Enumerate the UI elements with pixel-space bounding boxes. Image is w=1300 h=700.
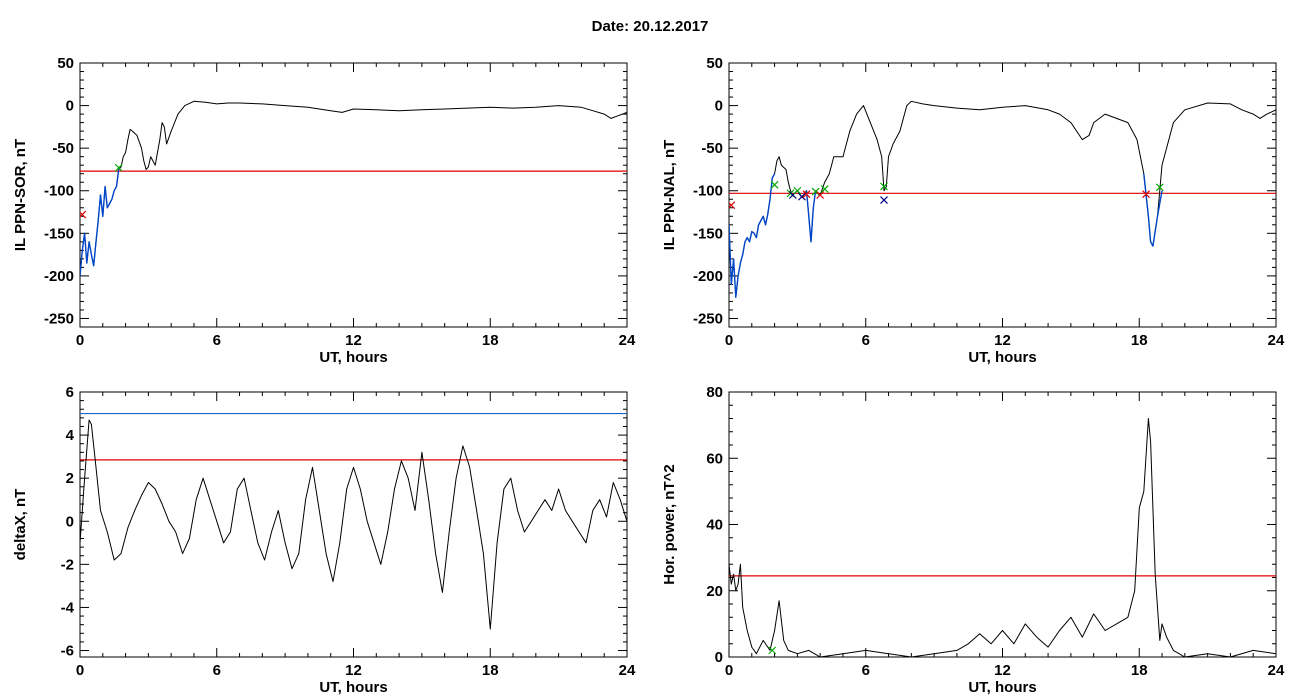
x-axis-label: UT, hours	[319, 349, 387, 366]
x-axis-label: UT, hours	[968, 349, 1036, 366]
y-tick-label: -150	[44, 225, 74, 242]
plot-area	[80, 412, 627, 630]
data-marker	[1142, 190, 1151, 199]
x-axis-label: UT, hours	[319, 679, 387, 696]
y-tick-label: 6	[66, 384, 74, 401]
data-marker	[880, 182, 888, 191]
x-tick-label: 0	[725, 332, 733, 349]
y-tick-label: 0	[715, 649, 723, 666]
y-tick-label: 2	[66, 470, 74, 487]
page-title: Date: 20.12.2017	[591, 18, 709, 35]
data-marker	[80, 210, 87, 219]
data-marker	[770, 180, 779, 189]
y-tick-label: 60	[706, 450, 723, 467]
y-tick-label: 50	[57, 55, 74, 72]
y-tick-label: -50	[701, 140, 723, 157]
y-tick-label: -200	[693, 268, 723, 285]
data-marker	[729, 201, 736, 210]
data-marker	[811, 187, 820, 196]
data-marker	[114, 163, 123, 172]
series-line	[729, 173, 776, 298]
x-tick-label: 24	[1268, 332, 1285, 349]
data-marker	[793, 186, 802, 195]
x-tick-label: 12	[994, 332, 1011, 349]
y-tick-label: 0	[715, 98, 723, 115]
x-tick-label: 6	[862, 332, 870, 349]
x-tick-label: 0	[76, 332, 84, 349]
plot-area	[729, 418, 1276, 657]
y-tick-label: -4	[61, 599, 75, 616]
x-tick-label: 12	[994, 662, 1011, 679]
y-axis-label: IL PPN-NAL, nT	[661, 140, 678, 251]
x-tick-label: 24	[619, 662, 636, 679]
y-tick-label: -6	[61, 643, 74, 660]
series-line	[1143, 173, 1163, 247]
y-tick-label: 40	[706, 517, 723, 534]
y-tick-label: 80	[706, 384, 723, 401]
y-tick-label: 0	[66, 513, 74, 530]
y-tick-label: -250	[693, 310, 723, 327]
y-tick-label: -100	[693, 183, 723, 200]
x-axis-label: UT, hours	[968, 679, 1036, 696]
data-marker	[816, 191, 825, 199]
y-tick-label: -150	[693, 225, 723, 242]
series-line	[80, 419, 627, 630]
x-tick-label: 18	[1131, 662, 1148, 679]
y-tick-label: -2	[61, 556, 74, 573]
data-marker	[820, 185, 829, 193]
y-tick-label: 4	[66, 427, 75, 444]
y-tick-label: -200	[44, 268, 74, 285]
y-axis-label: Hor. power, nT^2	[661, 464, 678, 584]
x-tick-label: 24	[619, 332, 636, 349]
x-tick-label: 12	[345, 332, 362, 349]
x-tick-label: 18	[482, 662, 499, 679]
y-axis-label: IL PPN-SOR, nT	[12, 139, 29, 251]
data-marker	[798, 192, 806, 201]
y-tick-label: -50	[52, 140, 74, 157]
series-line	[80, 169, 120, 276]
x-tick-label: 0	[76, 662, 84, 679]
y-tick-label: 50	[706, 55, 723, 72]
x-tick-label: 6	[862, 662, 870, 679]
x-tick-label: 6	[213, 662, 221, 679]
y-tick-label: -250	[44, 310, 74, 327]
x-tick-label: 6	[213, 332, 221, 349]
x-tick-label: 12	[345, 662, 362, 679]
y-tick-label: -100	[44, 183, 74, 200]
plot-area	[729, 100, 1276, 298]
y-tick-label: 0	[66, 98, 74, 115]
data-marker	[1155, 183, 1164, 192]
x-tick-label: 24	[1268, 662, 1285, 679]
y-tick-label: 20	[706, 583, 723, 600]
x-tick-label: 18	[1131, 332, 1148, 349]
series-line	[729, 418, 1276, 657]
data-marker	[802, 190, 811, 199]
x-tick-label: 0	[725, 662, 733, 679]
series-line	[805, 190, 817, 243]
y-axis-label: deltaX, nT	[12, 489, 29, 561]
plot-frame	[728, 391, 1277, 658]
data-marker	[880, 196, 888, 205]
data-marker	[768, 646, 777, 655]
plot-area	[80, 100, 627, 276]
x-tick-label: 18	[482, 332, 499, 349]
